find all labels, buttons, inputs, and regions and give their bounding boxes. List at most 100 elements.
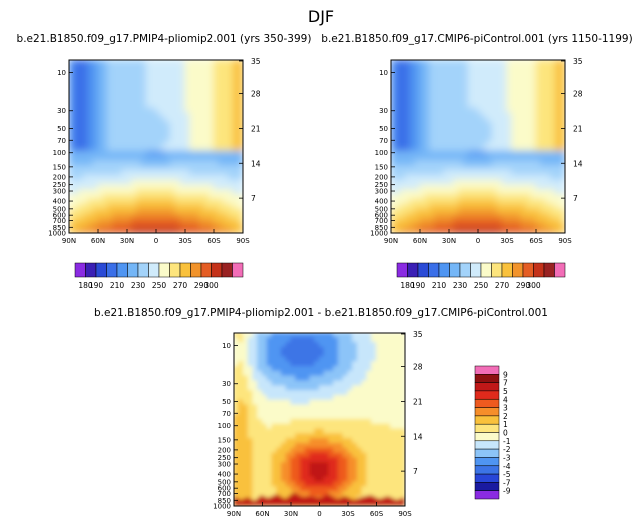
field-cell [328,462,335,469]
field-cell [179,160,186,167]
field-cell [131,136,138,143]
field-cell [482,165,489,172]
field-cell [280,351,287,358]
field-cell [232,165,239,172]
field-cell [323,394,330,401]
field-cell [82,150,89,157]
field-cell [174,179,181,186]
field-cell [375,414,382,421]
field-cell [73,73,80,80]
field-cell [276,356,283,363]
field-cell [73,208,80,215]
y-tick-label: 700 [375,217,388,225]
field-cell [107,194,114,200]
field-cell [462,83,469,90]
field-cell [448,88,455,95]
field-cell [150,227,157,233]
field-cell [121,83,128,90]
field-cell [198,69,205,75]
field-cell [92,141,99,148]
field-cell [453,169,460,176]
field-cell [323,361,330,368]
field-cell [462,208,469,215]
field-cell [299,457,306,464]
field-cell [385,414,392,421]
field-cell [462,189,469,196]
field-cell [121,131,128,138]
field-cell [169,69,176,75]
field-cell [295,375,302,382]
field-cell [496,126,503,133]
field-cell [261,404,268,411]
right-y-tick-label: 28 [413,363,423,372]
field-cell [424,69,431,75]
field-cell [257,438,264,445]
field-cell [198,213,205,220]
field-cell [169,218,176,224]
field-cell [290,385,297,392]
field-cell [443,160,450,167]
field-cell [218,131,225,138]
field-cell [554,222,561,229]
field-cell [295,333,302,339]
field-cell [155,174,162,181]
field-cell [169,174,176,181]
field-cell [520,121,527,128]
field-cell [333,481,340,488]
field-cell [203,179,210,186]
field-cell [318,390,325,397]
field-cell [419,198,426,205]
field-cell [375,438,382,445]
field-cell [73,203,80,210]
field-cell [496,198,503,205]
field-cell [559,141,565,148]
field-cell [194,189,201,196]
field-cell [290,390,297,397]
field-cell [549,97,556,104]
field-cell [237,174,243,181]
field-cell [257,442,264,449]
field-cell [361,385,368,392]
field-cell [535,203,542,210]
field-cell [174,150,181,157]
field-cell [394,337,401,344]
field-cell [218,107,225,114]
field-cell [266,447,273,454]
field-cell [271,428,278,435]
field-cell [511,179,518,186]
field-cell [399,366,405,372]
field-cell [496,78,503,85]
field-cell [126,145,133,152]
field-cell [385,428,392,435]
field-cell [290,342,297,348]
field-cell [352,337,359,344]
field-cell [232,78,239,85]
field-cell [352,471,359,478]
field-cell [69,213,75,220]
field-cell [352,491,359,497]
field-cell [482,117,489,124]
field-cell [213,83,220,90]
field-cell [352,452,359,459]
field-cell [102,227,109,233]
field-cell [107,121,114,128]
field-cell [314,375,321,382]
field-cell [165,189,172,196]
field-cell [380,385,387,392]
field-cell [242,491,249,497]
field-cell [371,366,378,372]
field-cell [234,428,240,435]
field-cell [438,69,445,75]
field-cell [399,442,405,449]
field-cell [92,88,99,95]
field-cell [530,83,537,90]
field-cell [102,194,109,200]
field-cell [424,145,431,152]
field-cell [116,69,123,75]
field-cell [261,361,268,368]
field-cell [78,126,85,133]
colorbar-swatch [148,262,160,278]
field-cell [73,169,80,176]
field-cell [429,160,436,167]
field-cell [257,390,264,397]
